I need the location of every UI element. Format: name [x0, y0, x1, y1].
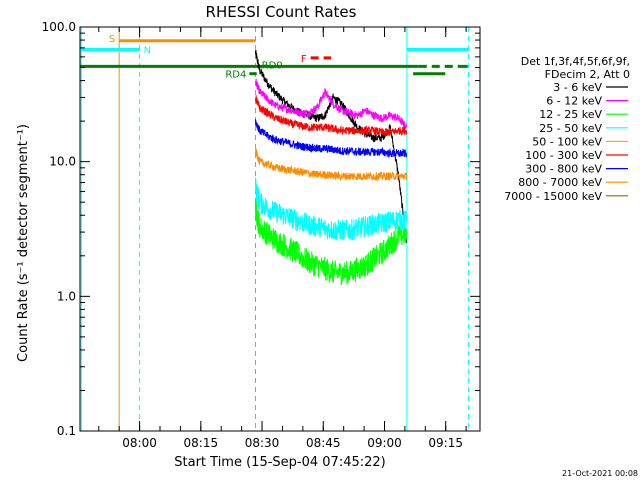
series-line [255, 119, 407, 158]
legend-entry-label: 300 - 800 keV [525, 163, 602, 176]
plot-area [80, 27, 470, 431]
annotation-label: S [109, 34, 115, 45]
x-tick-label: 08:30 [245, 436, 280, 450]
legend-header: FDecim 2, Att 0 [545, 68, 630, 81]
legend-entry-label: 3 - 6 keV [553, 81, 602, 94]
x-tick-label: 08:45 [306, 436, 341, 450]
legend: Det 1f,3f,4f,5f,6f,9f,FDecim 2, Att 03 -… [504, 55, 630, 203]
series-line [255, 95, 407, 137]
axes: 0.1 1.0 10.0 100.0 08:00 08:15 08:30 08:45 09:00… [42, 20, 481, 450]
x-tick-label: 09:00 [367, 436, 402, 450]
chart-title: RHESSI Count Rates [206, 3, 357, 21]
y-tick-label: 1.0 [57, 289, 76, 303]
y-tick-label: 0.1 [57, 424, 76, 438]
series-line [255, 200, 407, 286]
annotation-label: RD0 [262, 60, 283, 71]
series-line [255, 177, 407, 241]
y-tick-label: 100.0 [42, 20, 76, 34]
x-axis-label: Start Time (15-Sep-04 07:45:22) [174, 455, 385, 470]
legend-header: Det 1f,3f,4f,5f,6f,9f, [521, 55, 630, 68]
legend-entry-label: 25 - 50 keV [539, 122, 602, 135]
plot-frame [79, 26, 481, 432]
legend-entry-label: 800 - 7000 keV [518, 176, 602, 189]
legend-entry-label: 6 - 12 keV [546, 95, 602, 108]
legend-entry-label: 7000 - 15000 keV [504, 190, 602, 203]
x-tick-label: 08:00 [122, 436, 157, 450]
legend-entry-label: 50 - 100 keV [532, 135, 602, 148]
annotation-label: N [144, 46, 151, 57]
y-axis-label: Count Rate (s⁻¹ detector segment⁻¹) [16, 124, 31, 362]
date-stamp: 21-Oct-2021 00:08 [562, 469, 638, 478]
annotation-label: F [301, 54, 307, 65]
annotation-label: RD4 [225, 70, 246, 81]
series-line [255, 147, 407, 183]
series-line [255, 49, 407, 243]
legend-entry-label: 12 - 25 keV [539, 108, 602, 121]
y-tick-label: 10.0 [49, 155, 76, 169]
legend-entry-label: 100 - 300 keV [525, 149, 602, 162]
series-line [255, 78, 407, 130]
x-tick-label: 08:15 [184, 436, 219, 450]
x-tick-label: 09:15 [428, 436, 463, 450]
